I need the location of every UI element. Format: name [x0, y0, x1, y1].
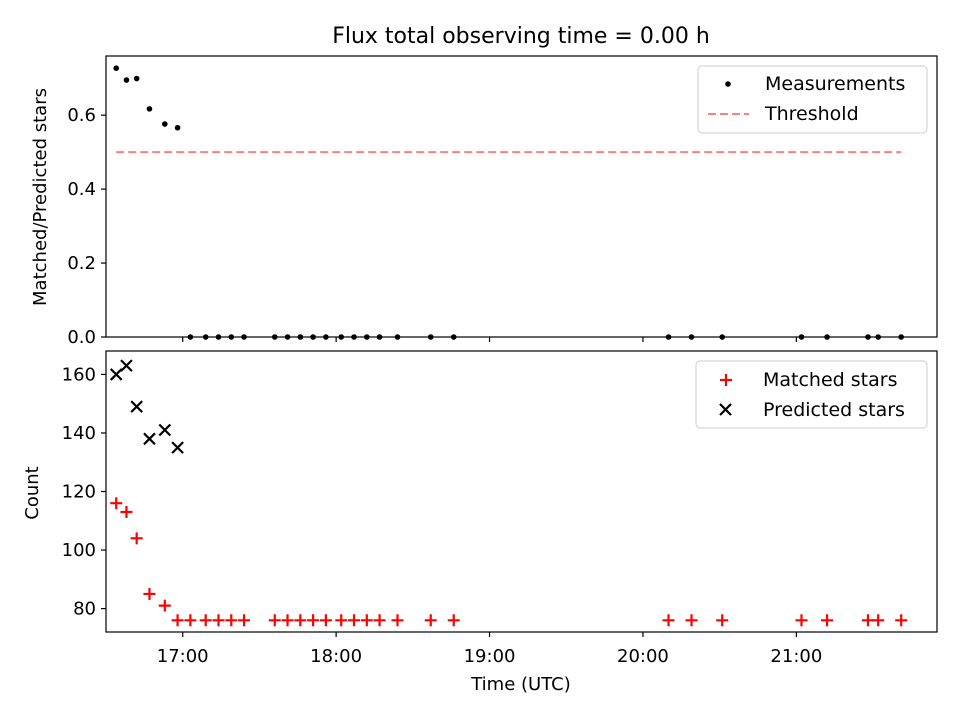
matched-stars-point	[143, 587, 156, 600]
matched-stars-point	[861, 614, 874, 627]
bottom-plot-area: 17:00 18:00 19:00 20:00 21:00 80 100 120 140 160	[62, 359, 908, 667]
legend-threshold-label: Threshold	[764, 103, 859, 125]
matched-stars-point	[872, 614, 885, 627]
bottom-y-tick-label: 80	[73, 599, 96, 620]
bottom-legend-box	[695, 360, 928, 429]
x-tick-label: 21:00	[770, 646, 822, 667]
x-tick-label: 20:00	[617, 646, 669, 667]
top-axes-frame	[105, 55, 938, 338]
top-y-tick-label: 0.4	[67, 179, 96, 200]
bottom-y-axis-label: Count	[22, 466, 43, 519]
matched-stars-point	[120, 505, 133, 518]
matched-stars-point	[319, 614, 332, 627]
top-y-tick-label: 0.6	[67, 105, 96, 126]
matched-stars-point	[171, 614, 184, 627]
bottom-y-tick-label: 100	[62, 540, 96, 561]
predicted-stars-point	[171, 441, 184, 454]
matched-stars-point	[373, 614, 386, 627]
predicted-stars-point	[120, 359, 133, 372]
legend-predicted-marker	[719, 403, 732, 416]
bottom-y-tick-label: 160	[62, 364, 96, 385]
top-y-tick-label: 0.0	[67, 327, 96, 348]
bottom-legend: Matched stars Predicted stars	[695, 360, 928, 429]
legend-measurements-marker	[725, 81, 731, 87]
legend-predicted-label: Predicted stars	[763, 399, 905, 421]
measurements-point	[146, 106, 153, 112]
matched-stars-point	[716, 614, 729, 627]
bottom-axes: Count Time (UTC) 17:00 18:00 19:00 20:00 21:…	[22, 350, 938, 695]
measurements-point	[162, 121, 168, 127]
top-y-axis-label: Matched/Predicted stars	[30, 88, 51, 306]
predicted-stars-point	[158, 423, 172, 437]
predicted-stars-point	[109, 368, 123, 381]
x-tick-label: 17:00	[157, 646, 209, 667]
bottom-axes-frame	[105, 350, 938, 633]
measurements-point	[113, 65, 120, 72]
bottom-y-tick-label: 140	[62, 423, 96, 444]
matched-stars-point	[821, 614, 834, 627]
measurements-point	[133, 75, 140, 82]
matched-stars-point	[110, 497, 123, 510]
bottom-y-tick-label: 120	[62, 482, 96, 503]
measurements-point	[174, 124, 181, 131]
matched-stars-point	[294, 614, 307, 627]
matched-stars-point	[281, 614, 294, 627]
matched-stars-point	[391, 614, 404, 627]
matched-stars-point	[685, 614, 698, 627]
top-legend-box	[697, 65, 928, 134]
chart-title: Flux total observing time = 0.00 h	[332, 24, 710, 49]
x-axis-label: Time (UTC)	[470, 674, 571, 695]
matched-stars-point	[225, 614, 238, 627]
matched-stars-point	[158, 599, 171, 612]
x-tick-label: 19:00	[464, 646, 516, 667]
measurements-point	[123, 77, 130, 83]
legend-matched-label: Matched stars	[763, 369, 897, 391]
top-y-tick-label: 0.2	[67, 253, 96, 274]
legend-measurements-label: Measurements	[765, 73, 905, 95]
matched-stars-point	[199, 614, 212, 627]
matched-stars-point	[335, 614, 348, 627]
top-axes: Flux total observing time = 0.00 h Match…	[30, 24, 938, 348]
legend-matched-marker	[720, 374, 732, 386]
matched-stars-point	[307, 614, 320, 627]
matched-stars-point	[360, 614, 373, 627]
matched-stars-point	[238, 614, 251, 627]
predicted-stars-point	[130, 400, 143, 413]
matched-stars-point	[895, 614, 908, 627]
matched-stars-point	[130, 532, 143, 545]
matched-stars-point	[348, 614, 361, 627]
top-legend: Measurements Threshold	[697, 65, 928, 134]
matched-stars-point	[184, 614, 197, 627]
top-plot-area: 0.0 0.2 0.4 0.6	[67, 65, 905, 348]
matched-stars-point	[662, 614, 675, 627]
matched-stars-point	[447, 614, 460, 627]
matched-stars-point	[424, 614, 437, 627]
matched-stars-point	[795, 614, 808, 627]
matched-stars-point	[212, 614, 225, 627]
x-tick-label: 18:00	[310, 646, 362, 667]
predicted-stars-point	[143, 432, 156, 446]
matched-stars-point	[268, 614, 281, 627]
